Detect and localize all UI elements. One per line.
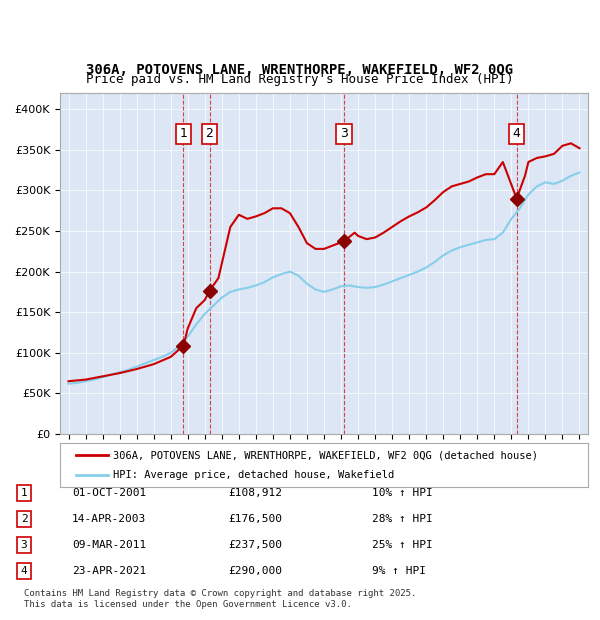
- Text: £237,500: £237,500: [228, 540, 282, 550]
- Text: 25% ↑ HPI: 25% ↑ HPI: [372, 540, 433, 550]
- Text: 1: 1: [20, 488, 28, 498]
- Text: Contains HM Land Registry data © Crown copyright and database right 2025.
This d: Contains HM Land Registry data © Crown c…: [24, 590, 416, 609]
- Text: 14-APR-2003: 14-APR-2003: [72, 514, 146, 524]
- Text: 3: 3: [20, 540, 28, 550]
- Text: 28% ↑ HPI: 28% ↑ HPI: [372, 514, 433, 524]
- Text: 23-APR-2021: 23-APR-2021: [72, 566, 146, 576]
- Text: 2: 2: [20, 514, 28, 524]
- Text: 1: 1: [179, 128, 187, 140]
- Text: £108,912: £108,912: [228, 488, 282, 498]
- Text: 4: 4: [20, 566, 28, 576]
- Text: £290,000: £290,000: [228, 566, 282, 576]
- Text: 10% ↑ HPI: 10% ↑ HPI: [372, 488, 433, 498]
- Text: 306A, POTOVENS LANE, WRENTHORPE, WAKEFIELD, WF2 0QG: 306A, POTOVENS LANE, WRENTHORPE, WAKEFIE…: [86, 63, 514, 78]
- Text: 3: 3: [340, 128, 348, 140]
- Text: 306A, POTOVENS LANE, WRENTHORPE, WAKEFIELD, WF2 0QG (detached house): 306A, POTOVENS LANE, WRENTHORPE, WAKEFIE…: [113, 451, 538, 461]
- Text: 4: 4: [512, 128, 521, 140]
- Text: 2: 2: [206, 128, 214, 140]
- Text: 09-MAR-2011: 09-MAR-2011: [72, 540, 146, 550]
- Text: £176,500: £176,500: [228, 514, 282, 524]
- Text: 9% ↑ HPI: 9% ↑ HPI: [372, 566, 426, 576]
- Text: Price paid vs. HM Land Registry's House Price Index (HPI): Price paid vs. HM Land Registry's House …: [86, 73, 514, 86]
- Text: HPI: Average price, detached house, Wakefield: HPI: Average price, detached house, Wake…: [113, 469, 394, 479]
- Text: 01-OCT-2001: 01-OCT-2001: [72, 488, 146, 498]
